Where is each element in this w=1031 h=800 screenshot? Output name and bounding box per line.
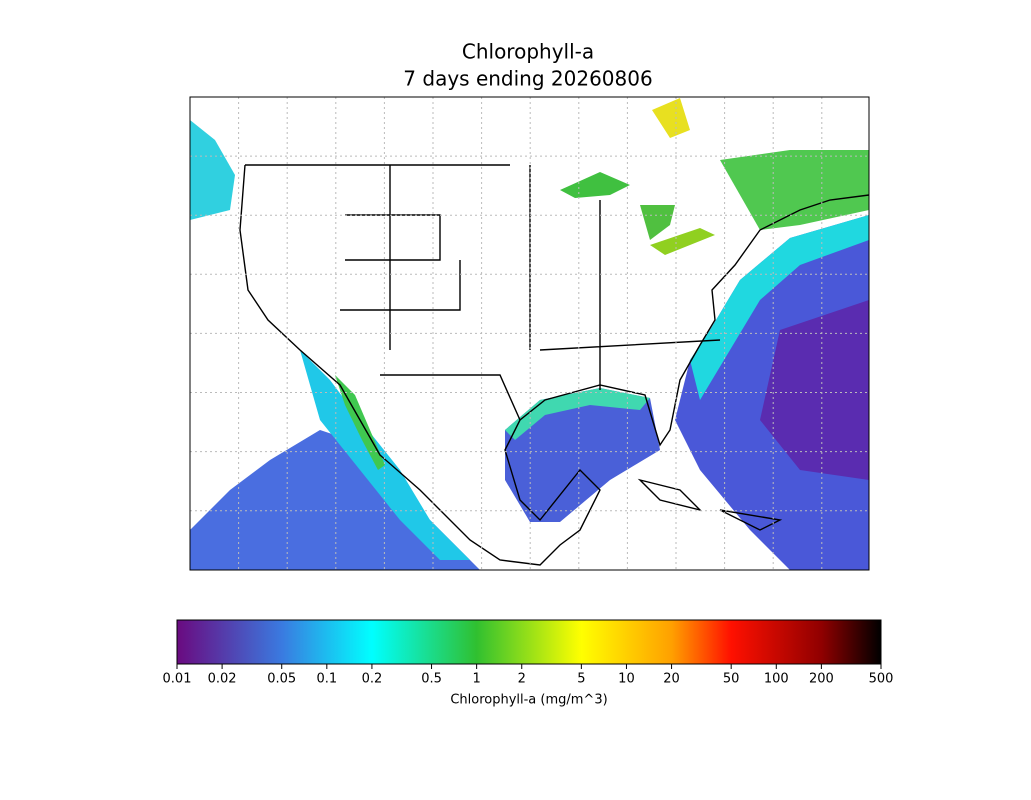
title-line: 7 days ending 20260806 [403, 67, 652, 91]
ocean-patch [505, 388, 650, 440]
tick-label: 200 [809, 672, 834, 687]
title-line: Chlorophyll-a [462, 40, 594, 64]
tick-label: 0.1 [316, 672, 337, 687]
tick-label: 2 [518, 672, 526, 687]
lake [640, 205, 675, 240]
tick-label: 0.05 [267, 672, 296, 687]
tick-label: 20 [663, 672, 680, 687]
tick-label: 100 [764, 672, 789, 687]
ocean-patch [760, 300, 869, 480]
lake [652, 98, 690, 138]
coastline [637, 478, 783, 531]
tick-label: 10 [618, 672, 635, 687]
ocean-patch [190, 120, 235, 220]
tick-label: 5 [577, 672, 585, 687]
tick-label: 0.5 [421, 672, 442, 687]
tick-label: 500 [869, 672, 894, 687]
ocean-patch [190, 430, 480, 570]
tick-label: 0.02 [208, 672, 237, 687]
ocean-patch [300, 350, 470, 560]
map [190, 97, 869, 570]
colorbar [176, 619, 882, 665]
tick-label: 50 [723, 672, 740, 687]
tick-label: 1 [472, 672, 480, 687]
colorbar-label: Chlorophyll-a (mg/m^3) [450, 693, 607, 708]
ocean-patch [505, 388, 660, 522]
tick-label: 0.2 [362, 672, 383, 687]
graticule [190, 97, 869, 570]
coastline [239, 164, 869, 566]
ocean-patch [690, 215, 869, 400]
tick-label: 0.01 [163, 672, 192, 687]
map-frame [189, 96, 870, 571]
lake [560, 172, 630, 198]
ocean-patch [720, 150, 869, 230]
lake [650, 228, 715, 255]
